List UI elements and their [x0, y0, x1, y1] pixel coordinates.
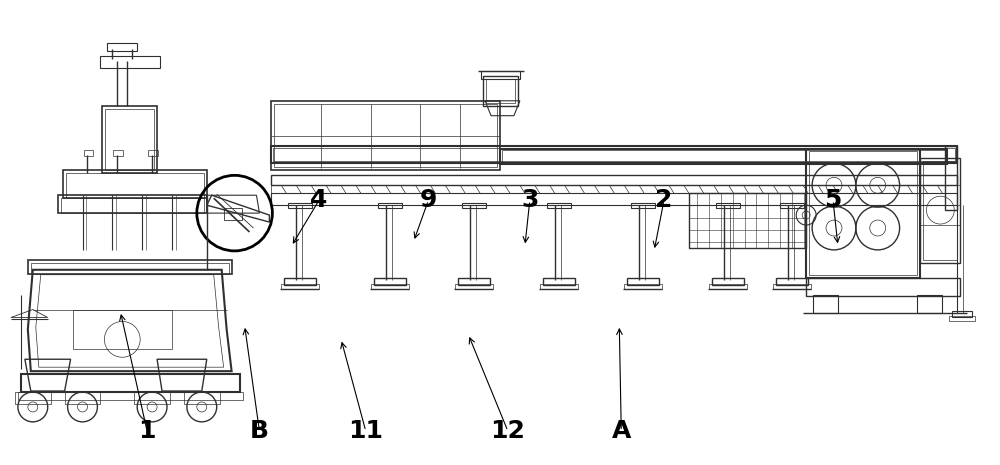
Bar	[949, 317, 975, 321]
Bar	[624, 284, 662, 289]
Bar	[18, 392, 243, 400]
Bar	[100, 56, 160, 68]
Bar	[84, 151, 93, 156]
Bar	[455, 284, 493, 289]
Bar	[271, 185, 957, 193]
Bar	[780, 203, 804, 208]
Bar	[113, 151, 123, 156]
Bar	[500, 148, 947, 165]
Bar	[776, 278, 808, 285]
Bar	[378, 203, 402, 208]
Bar	[371, 284, 409, 289]
Bar	[631, 203, 655, 208]
Bar	[462, 203, 486, 208]
Bar	[458, 278, 490, 285]
Bar	[945, 146, 957, 210]
Bar	[274, 104, 497, 167]
Bar	[73, 310, 172, 349]
Bar	[58, 195, 207, 213]
Bar	[28, 260, 232, 274]
Bar	[61, 198, 204, 213]
Bar	[481, 71, 520, 79]
Bar	[271, 101, 500, 170]
Text: 11: 11	[348, 419, 383, 443]
Text: A: A	[612, 419, 631, 443]
Bar	[107, 43, 137, 51]
Bar	[148, 151, 158, 156]
Text: 2: 2	[655, 188, 673, 212]
Bar	[63, 170, 207, 198]
Text: 9: 9	[420, 188, 437, 212]
Bar	[374, 278, 406, 285]
Bar	[547, 203, 571, 208]
Bar	[21, 374, 240, 392]
Bar	[709, 284, 747, 289]
Bar	[923, 161, 957, 260]
Text: 3: 3	[521, 188, 539, 212]
Bar	[540, 284, 578, 289]
Bar	[502, 151, 945, 162]
Bar	[689, 193, 806, 248]
Bar	[543, 278, 575, 285]
Bar	[65, 392, 100, 404]
Text: 1: 1	[138, 419, 156, 443]
Bar	[284, 278, 316, 285]
Bar	[712, 278, 744, 285]
Bar	[105, 109, 154, 170]
Bar	[224, 208, 242, 220]
Bar	[184, 392, 220, 404]
Bar	[920, 159, 960, 263]
Bar	[806, 278, 960, 296]
Bar	[15, 392, 51, 404]
Bar	[773, 284, 811, 289]
Text: B: B	[250, 419, 269, 443]
Bar	[627, 278, 659, 285]
Text: 4: 4	[310, 188, 328, 212]
Bar	[271, 193, 957, 205]
Bar	[288, 203, 312, 208]
Bar	[271, 146, 957, 163]
Bar	[281, 284, 319, 289]
Text: 12: 12	[491, 419, 525, 443]
Bar	[809, 152, 917, 275]
Bar	[952, 311, 972, 318]
Text: 5: 5	[824, 188, 842, 212]
Bar	[66, 173, 204, 198]
Bar	[271, 175, 957, 185]
Bar	[134, 392, 170, 404]
Bar	[806, 148, 920, 278]
Bar	[486, 79, 515, 103]
Bar	[813, 295, 838, 312]
Bar	[716, 203, 740, 208]
Bar	[917, 295, 942, 312]
Bar	[483, 76, 518, 106]
Bar	[31, 263, 229, 274]
Bar	[102, 106, 157, 173]
Bar	[273, 147, 955, 161]
